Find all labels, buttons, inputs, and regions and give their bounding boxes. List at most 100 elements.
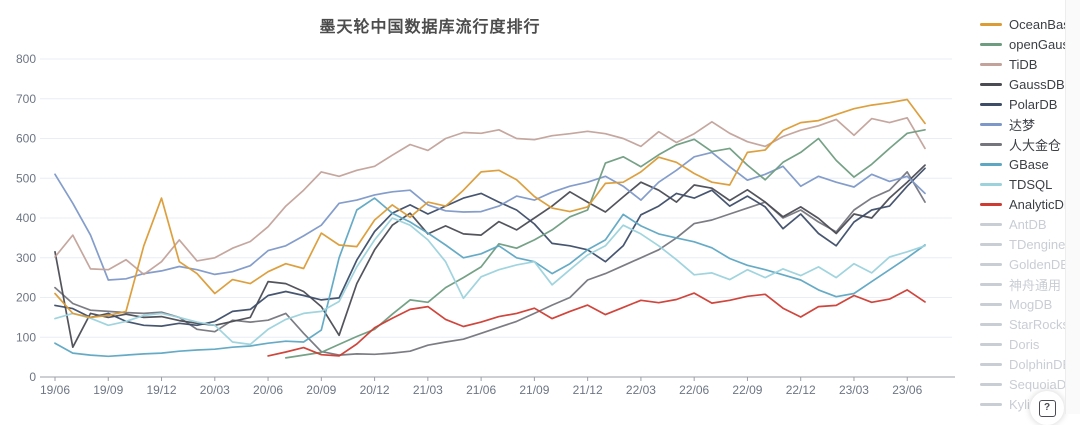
legend-item-TiDB[interactable]: TiDB — [980, 54, 1080, 74]
x-axis-label: 19/09 — [93, 383, 123, 397]
gridlines — [40, 58, 952, 338]
legend-swatch — [980, 122, 1002, 126]
x-axis-label: 22/09 — [732, 383, 762, 397]
legend-label: GaussDB — [1009, 76, 1065, 92]
legend-item-神舟通用[interactable]: 神舟通用 — [980, 274, 1080, 294]
legend-label: PolarDB — [1009, 96, 1058, 112]
legend-label: DolphinDB — [1009, 356, 1072, 372]
series-line-OceanBase[interactable] — [54, 98, 926, 319]
legend-item-PolarDB[interactable]: PolarDB — [980, 94, 1080, 114]
legend-swatch — [980, 302, 1002, 306]
legend-swatch — [980, 382, 1002, 386]
legend-swatch — [980, 102, 1002, 106]
legend-item-AntDB[interactable]: AntDB — [980, 214, 1080, 234]
legend-swatch — [980, 402, 1002, 406]
legend-swatch — [980, 22, 1002, 26]
legend-item-达梦[interactable]: 达梦 — [980, 114, 1080, 134]
x-axis-label: 20/09 — [306, 383, 336, 397]
series-line-达梦[interactable] — [54, 151, 926, 281]
legend-label: TDengine — [1009, 236, 1066, 252]
legend-label: AnalyticDB — [1009, 196, 1073, 212]
legend-label: AntDB — [1009, 216, 1047, 232]
x-axis-label: 21/12 — [573, 383, 603, 397]
y-axis-label: 600 — [16, 132, 36, 146]
x-axis-label: 19/12 — [147, 383, 177, 397]
legend-label: 神舟通用 — [1009, 277, 1062, 293]
help-button[interactable]: ? — [1030, 391, 1064, 425]
legend-swatch — [980, 182, 1002, 186]
x-axis-label: 22/06 — [679, 383, 709, 397]
y-axis: 0 100 200 300 400 500 600 700 800 — [16, 52, 36, 384]
y-axis-label: 700 — [16, 92, 36, 106]
legend-swatch — [980, 42, 1002, 46]
legend-label: OceanBase — [1009, 16, 1077, 32]
x-axis-label: 21/06 — [466, 383, 496, 397]
legend-swatch — [980, 242, 1002, 246]
legend-item-AnalyticDB[interactable]: AnalyticDB — [980, 194, 1080, 214]
x-axis-label: 20/12 — [360, 383, 390, 397]
legend-swatch — [980, 362, 1002, 366]
legend-label: StarRocks — [1009, 316, 1069, 332]
y-axis-label: 300 — [16, 251, 36, 265]
legend-item-DolphinDB[interactable]: DolphinDB — [980, 354, 1080, 374]
legend-label: Doris — [1009, 336, 1040, 352]
legend-item-TDengine[interactable]: TDengine — [980, 234, 1080, 254]
chart-legend: OceanBase openGauss TiDB GaussDB PolarDB 达梦人大… — [980, 14, 1080, 414]
page-edge-strip — [1065, 0, 1080, 414]
series-line-GBase[interactable] — [54, 197, 926, 358]
x-axis-label: 21/03 — [413, 383, 443, 397]
legend-label: 达梦 — [1009, 117, 1036, 133]
chart-title: 墨天轮中国数据库流行度排行 — [319, 19, 541, 36]
y-axis-label: 0 — [29, 370, 36, 384]
legend-swatch — [980, 62, 1002, 66]
y-axis-label: 800 — [16, 52, 36, 66]
y-axis-label: 100 — [16, 330, 36, 344]
legend-swatch — [980, 322, 1002, 326]
legend-swatch — [980, 202, 1002, 206]
legend-swatch — [980, 82, 1002, 86]
legend-swatch — [980, 262, 1002, 266]
x-axis: 19/06 19/09 19/12 20/03 20/06 20/09 20/12 21/03… — [40, 376, 955, 397]
y-axis-label: 400 — [16, 211, 36, 225]
x-axis-label: 20/03 — [200, 383, 230, 397]
legend-item-TDSQL[interactable]: TDSQL — [980, 174, 1080, 194]
legend-label: GBase — [1009, 156, 1049, 172]
legend-swatch — [980, 282, 1002, 286]
legend-swatch — [980, 142, 1002, 146]
x-axis-label: 23/06 — [892, 383, 922, 397]
legend-label: 人大金仓 — [1009, 137, 1062, 153]
y-axis-label: 200 — [16, 291, 36, 305]
series-line-TiDB[interactable] — [54, 116, 926, 276]
legend-item-StarRocks[interactable]: StarRocks — [980, 314, 1080, 334]
legend-item-openGauss[interactable]: openGauss — [980, 34, 1080, 54]
legend-label: TDSQL — [1009, 176, 1053, 192]
legend-item-人大金仓[interactable]: 人大金仓 — [980, 134, 1080, 154]
legend-label: SequoiaDB — [1009, 376, 1075, 392]
series-line-人大金仓[interactable] — [54, 171, 926, 356]
series-line-GaussDB[interactable] — [54, 164, 926, 349]
legend-item-Doris[interactable]: Doris — [980, 334, 1080, 354]
legend-item-MogDB[interactable]: MogDB — [980, 294, 1080, 314]
x-axis-label: 20/06 — [253, 383, 283, 397]
x-axis-label: 21/09 — [519, 383, 549, 397]
x-axis-label: 22/03 — [626, 383, 656, 397]
legend-item-SequoiaDB[interactable]: SequoiaDB — [980, 374, 1080, 394]
legend-item-GBase[interactable]: GBase — [980, 154, 1080, 174]
legend-item-GaussDB[interactable]: GaussDB — [980, 74, 1080, 94]
y-axis-label: 500 — [16, 171, 36, 185]
legend-label: GoldenDB — [1009, 256, 1069, 272]
legend-label: openGauss — [1009, 36, 1076, 52]
series-line-PolarDB[interactable] — [54, 167, 926, 327]
legend-swatch — [980, 222, 1002, 226]
x-axis-label: 19/06 — [40, 383, 70, 397]
series-line-TDSQL[interactable] — [54, 217, 926, 346]
series-line-AnalyticDB[interactable] — [267, 289, 926, 357]
chart-canvas[interactable]: 19/06 19/09 19/12 20/03 20/06 20/09 20/12 21/03… — [0, 0, 1080, 414]
legend-swatch — [980, 162, 1002, 166]
series-line-openGauss[interactable] — [284, 128, 926, 359]
legend-item-GoldenDB[interactable]: GoldenDB — [980, 254, 1080, 274]
legend-swatch — [980, 342, 1002, 346]
legend-label: TiDB — [1009, 56, 1038, 72]
legend-item-OceanBase[interactable]: OceanBase — [980, 14, 1080, 34]
legend-label: MogDB — [1009, 296, 1053, 312]
